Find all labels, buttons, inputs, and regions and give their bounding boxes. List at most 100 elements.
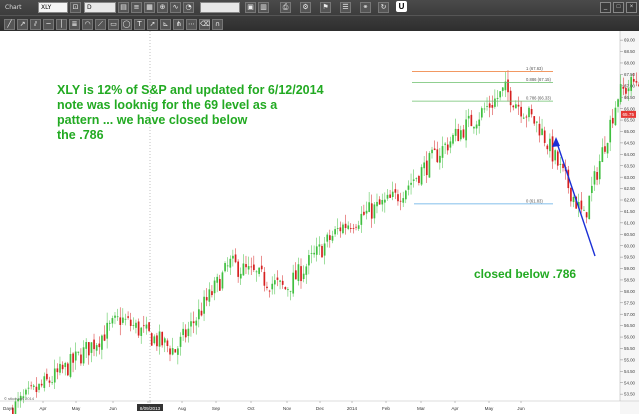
tab-chart[interactable]: Chart	[5, 4, 22, 11]
candle-body	[156, 335, 158, 347]
list-icon[interactable]: ☰	[340, 2, 351, 13]
candle-body	[611, 117, 614, 124]
candle-body	[276, 277, 279, 280]
ellipse-tool-icon[interactable]: ◯	[121, 19, 132, 30]
hline-tool-icon[interactable]: ─	[43, 19, 54, 30]
candle-body	[444, 143, 446, 145]
x-tick-label: Jun	[109, 406, 117, 411]
candle-body	[467, 115, 470, 119]
candle-body	[132, 325, 135, 326]
chart-type-icon[interactable]: ▤	[118, 2, 129, 13]
candle-body	[423, 162, 426, 169]
y-tick-label: 66.00	[624, 106, 636, 111]
price-chart[interactable]: 1 (67.63) 0.886 (67.15) 0.786 (66.33) 0 (61…	[0, 31, 639, 414]
grid-icon[interactable]: ▦	[144, 2, 155, 13]
candle-body	[619, 84, 622, 102]
candle-body	[294, 270, 297, 280]
cycle-tool-icon[interactable]: ⋯	[186, 19, 197, 30]
print-icon[interactable]: ⎙	[280, 2, 291, 13]
rect-tool-icon[interactable]: ▭	[108, 19, 119, 30]
x-tick-label: 8/09/2013	[140, 406, 161, 411]
style-select[interactable]	[200, 2, 240, 13]
candle-body	[480, 108, 483, 118]
text-tool-icon[interactable]: T	[134, 19, 145, 30]
ray-tool-icon[interactable]: ↗	[17, 19, 28, 30]
period-select[interactable]: D	[84, 2, 116, 13]
vline-tool-icon[interactable]: │	[56, 19, 67, 30]
y-tick-label: 53.50	[624, 392, 636, 397]
maximize-icon[interactable]: □	[613, 2, 624, 13]
candle-body	[394, 189, 397, 193]
y-tick-label: 69.00	[624, 38, 636, 43]
candle-body	[536, 121, 538, 123]
close-icon[interactable]: ×	[626, 2, 637, 13]
refresh-icon[interactable]: ↻	[378, 2, 389, 13]
y-tick-label: 61.00	[624, 220, 636, 225]
candle-body	[412, 179, 415, 181]
magnet-tool-icon[interactable]: ∩	[212, 19, 223, 30]
candle-body	[433, 148, 436, 151]
candle-body	[470, 114, 473, 127]
closed-below-note: closed below .786	[474, 267, 576, 281]
lock-icon[interactable]: ⊡	[70, 2, 81, 13]
candle-body	[302, 273, 305, 280]
candle-body	[195, 320, 198, 326]
x-tick-label: Nov	[283, 406, 292, 411]
candle-body	[166, 340, 169, 347]
candle-body	[111, 318, 114, 324]
candle-body	[127, 316, 129, 318]
candle-body	[486, 106, 488, 107]
candle-body	[153, 336, 156, 344]
chart-toolbar: Chart XLY ⊡ D ▤ ≡ ▦ ⊕ ∿ ◔ ▣ ▥ ⎙ ⚙ ⚑ ☰ ⚭ …	[0, 0, 639, 32]
fib-tool-icon[interactable]: ≣	[69, 19, 80, 30]
candle-body	[281, 280, 284, 285]
study-icon[interactable]: ∿	[170, 2, 181, 13]
compare-icon[interactable]: ≡	[131, 2, 142, 13]
symbol-input[interactable]: XLY	[38, 2, 68, 13]
y-tick-label: 64.00	[624, 152, 636, 157]
zoom-icon[interactable]: ⊕	[157, 2, 168, 13]
arrow-annotation[interactable]	[555, 139, 596, 257]
candle-body	[101, 335, 103, 350]
y-tick-label: 54.50	[624, 369, 636, 374]
x-tick-label: May	[72, 406, 81, 411]
candle-body	[161, 331, 164, 346]
candle-body	[292, 272, 295, 294]
y-tick-label: 59.00	[624, 266, 636, 271]
fan-tool-icon[interactable]: ⟋	[95, 19, 106, 30]
layout-icon[interactable]: ▣	[245, 2, 256, 13]
candle-body	[365, 210, 368, 214]
candle-body	[56, 368, 59, 373]
erase-tool-icon[interactable]: ⌫	[199, 19, 210, 30]
candle-body	[174, 349, 177, 353]
channel-tool-icon[interactable]: ⫽	[30, 19, 41, 30]
line-tool-icon[interactable]: ╱	[4, 19, 15, 30]
mode-button[interactable]: U	[396, 1, 407, 12]
candle-body	[103, 334, 106, 341]
arc-tool-icon[interactable]: ◠	[82, 19, 93, 30]
candle-body	[368, 202, 371, 212]
pitchfork-tool-icon[interactable]: ⋔	[173, 19, 184, 30]
candle-body	[465, 119, 467, 141]
grid	[0, 31, 639, 414]
candle-body	[420, 167, 423, 185]
template-icon[interactable]: ▥	[258, 2, 269, 13]
candle-body	[334, 229, 336, 235]
candle-body	[499, 91, 502, 98]
alert-icon[interactable]: ⚑	[320, 2, 331, 13]
minimize-icon[interactable]: _	[600, 2, 611, 13]
link-icon[interactable]: ⚭	[360, 2, 371, 13]
candle-body	[184, 329, 187, 338]
candle-body	[323, 243, 326, 256]
candle-body	[143, 325, 145, 327]
candle-body	[137, 321, 140, 336]
measure-tool-icon[interactable]: ⊾	[160, 19, 171, 30]
candle-body	[14, 401, 17, 414]
arrow-tool-icon[interactable]: ➚	[147, 19, 158, 30]
settings-icon[interactable]: ⚙	[300, 2, 311, 13]
candle-body	[478, 119, 481, 126]
candle-body	[82, 347, 85, 364]
candle-body	[397, 194, 399, 202]
indicator-icon[interactable]: ◔	[183, 2, 194, 13]
candle-body	[546, 145, 549, 150]
